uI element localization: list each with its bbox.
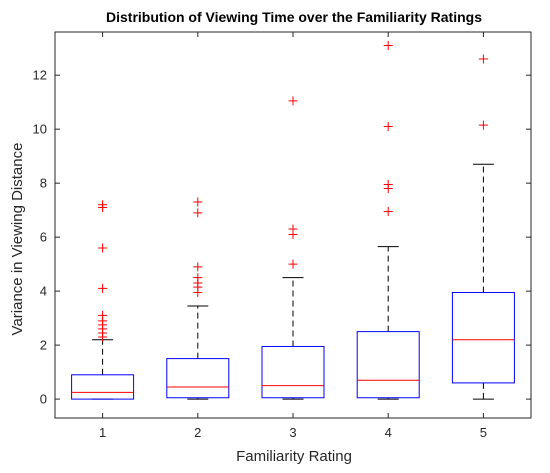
y-axis-label: Variance in Viewing Distance (9, 143, 26, 336)
outlier-point (288, 229, 298, 239)
x-tick-label: 3 (289, 425, 296, 440)
outlier-point (288, 96, 298, 106)
y-tick-label: 12 (33, 68, 47, 83)
x-axis-label: Familiarity Rating (236, 448, 352, 465)
outlier-point (288, 259, 298, 269)
box (451, 291, 515, 384)
outlier-point (478, 54, 488, 64)
outlier-point (98, 283, 108, 293)
outlier-point (98, 332, 108, 342)
outlier-point (383, 184, 393, 194)
outlier-point (383, 40, 393, 50)
box (261, 345, 325, 399)
outlier-point (383, 121, 393, 131)
x-tick-label: 4 (385, 425, 392, 440)
box (71, 374, 135, 400)
outlier-point (193, 208, 203, 218)
y-tick-label: 10 (33, 122, 47, 137)
outlier-point (98, 202, 108, 212)
chart-title: Distribution of Viewing Time over the Fa… (106, 9, 482, 25)
outlier-point (193, 262, 203, 272)
outlier-point (193, 197, 203, 207)
outlier-point (98, 243, 108, 253)
outlier-point (478, 120, 488, 130)
outlier-point (193, 287, 203, 297)
outlier-point (383, 207, 393, 217)
x-tick-label: 5 (480, 425, 487, 440)
y-tick-label: 4 (40, 284, 47, 299)
y-tick-label: 6 (40, 230, 47, 245)
box (166, 358, 230, 399)
y-tick-label: 2 (40, 338, 47, 353)
y-tick-label: 0 (40, 392, 47, 407)
box (356, 331, 420, 399)
x-tick-label: 2 (194, 425, 201, 440)
x-tick-label: 1 (99, 425, 106, 440)
y-tick-label: 8 (40, 176, 47, 191)
